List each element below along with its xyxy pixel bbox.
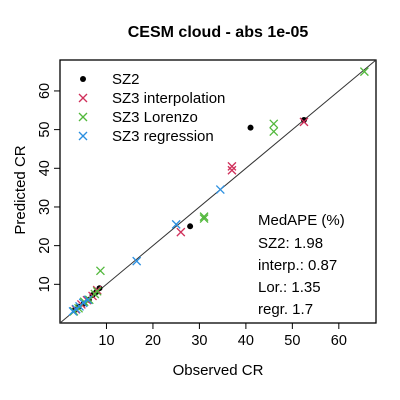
data-point bbox=[247, 124, 254, 131]
y-tick-label: 40 bbox=[37, 160, 53, 176]
y-tick-label: 30 bbox=[37, 199, 53, 215]
plot-frame bbox=[59, 59, 377, 324]
x-tick-label: 50 bbox=[284, 333, 300, 349]
annotation-line: interp.: 0.87 bbox=[258, 257, 337, 274]
legend-marker bbox=[78, 93, 88, 103]
axis-ticks: 10 20 30 40 50 60 10 20 30 40 50 60 bbox=[37, 83, 347, 349]
legend-label: SZ3 interpolation bbox=[112, 90, 225, 107]
x-axis-label: Observed CR bbox=[173, 362, 264, 379]
x-tick-label: 20 bbox=[145, 333, 161, 349]
data-point bbox=[176, 227, 186, 237]
y-tick-label: 20 bbox=[37, 238, 53, 254]
data-point bbox=[132, 256, 142, 266]
data-point bbox=[95, 266, 105, 276]
data-point bbox=[300, 116, 307, 123]
data-point bbox=[171, 219, 181, 229]
data-point bbox=[227, 161, 237, 171]
x-tick-label: 60 bbox=[331, 333, 347, 349]
x-tick-label: 10 bbox=[98, 333, 114, 349]
y-axis-label: Predicted CR bbox=[12, 145, 29, 234]
legend-marker bbox=[80, 76, 86, 82]
medape-annotation: MedAPE (%) SZ2: 1.98 interp.: 0.87 Lor.:… bbox=[258, 212, 345, 318]
x-tick-label: 30 bbox=[191, 333, 207, 349]
data-point bbox=[269, 127, 279, 137]
legend: SZ2 SZ3 interpolation SZ3 Lorenzo SZ3 regre… bbox=[78, 71, 225, 145]
data-point bbox=[92, 286, 102, 296]
x-tick-label: 40 bbox=[238, 333, 254, 349]
chart-title: CESM cloud - abs 1e-05 bbox=[128, 24, 309, 41]
data-point bbox=[269, 119, 279, 129]
data-point bbox=[83, 295, 93, 305]
data-points bbox=[68, 67, 369, 316]
legend-marker bbox=[78, 131, 88, 141]
annotation-line: Lor.: 1.35 bbox=[258, 279, 321, 296]
data-point bbox=[359, 67, 369, 77]
y-tick-label: 50 bbox=[37, 122, 53, 138]
data-point bbox=[187, 223, 194, 230]
data-point bbox=[199, 214, 209, 224]
annotation-heading: MedAPE (%) bbox=[258, 212, 345, 229]
legend-label: SZ3 regression bbox=[112, 128, 214, 145]
legend-label: SZ3 Lorenzo bbox=[112, 109, 198, 126]
y-tick-label: 60 bbox=[37, 83, 53, 99]
data-point bbox=[215, 185, 225, 195]
annotation-line: regr. 1.7 bbox=[258, 301, 313, 318]
legend-marker bbox=[78, 112, 88, 122]
annotation-line: SZ2: 1.98 bbox=[258, 235, 323, 252]
data-point bbox=[227, 165, 237, 175]
legend-label: SZ2 bbox=[112, 71, 140, 88]
data-point bbox=[299, 117, 309, 127]
data-point bbox=[199, 212, 209, 222]
data-point bbox=[78, 298, 88, 308]
y-tick-label: 10 bbox=[37, 276, 53, 292]
